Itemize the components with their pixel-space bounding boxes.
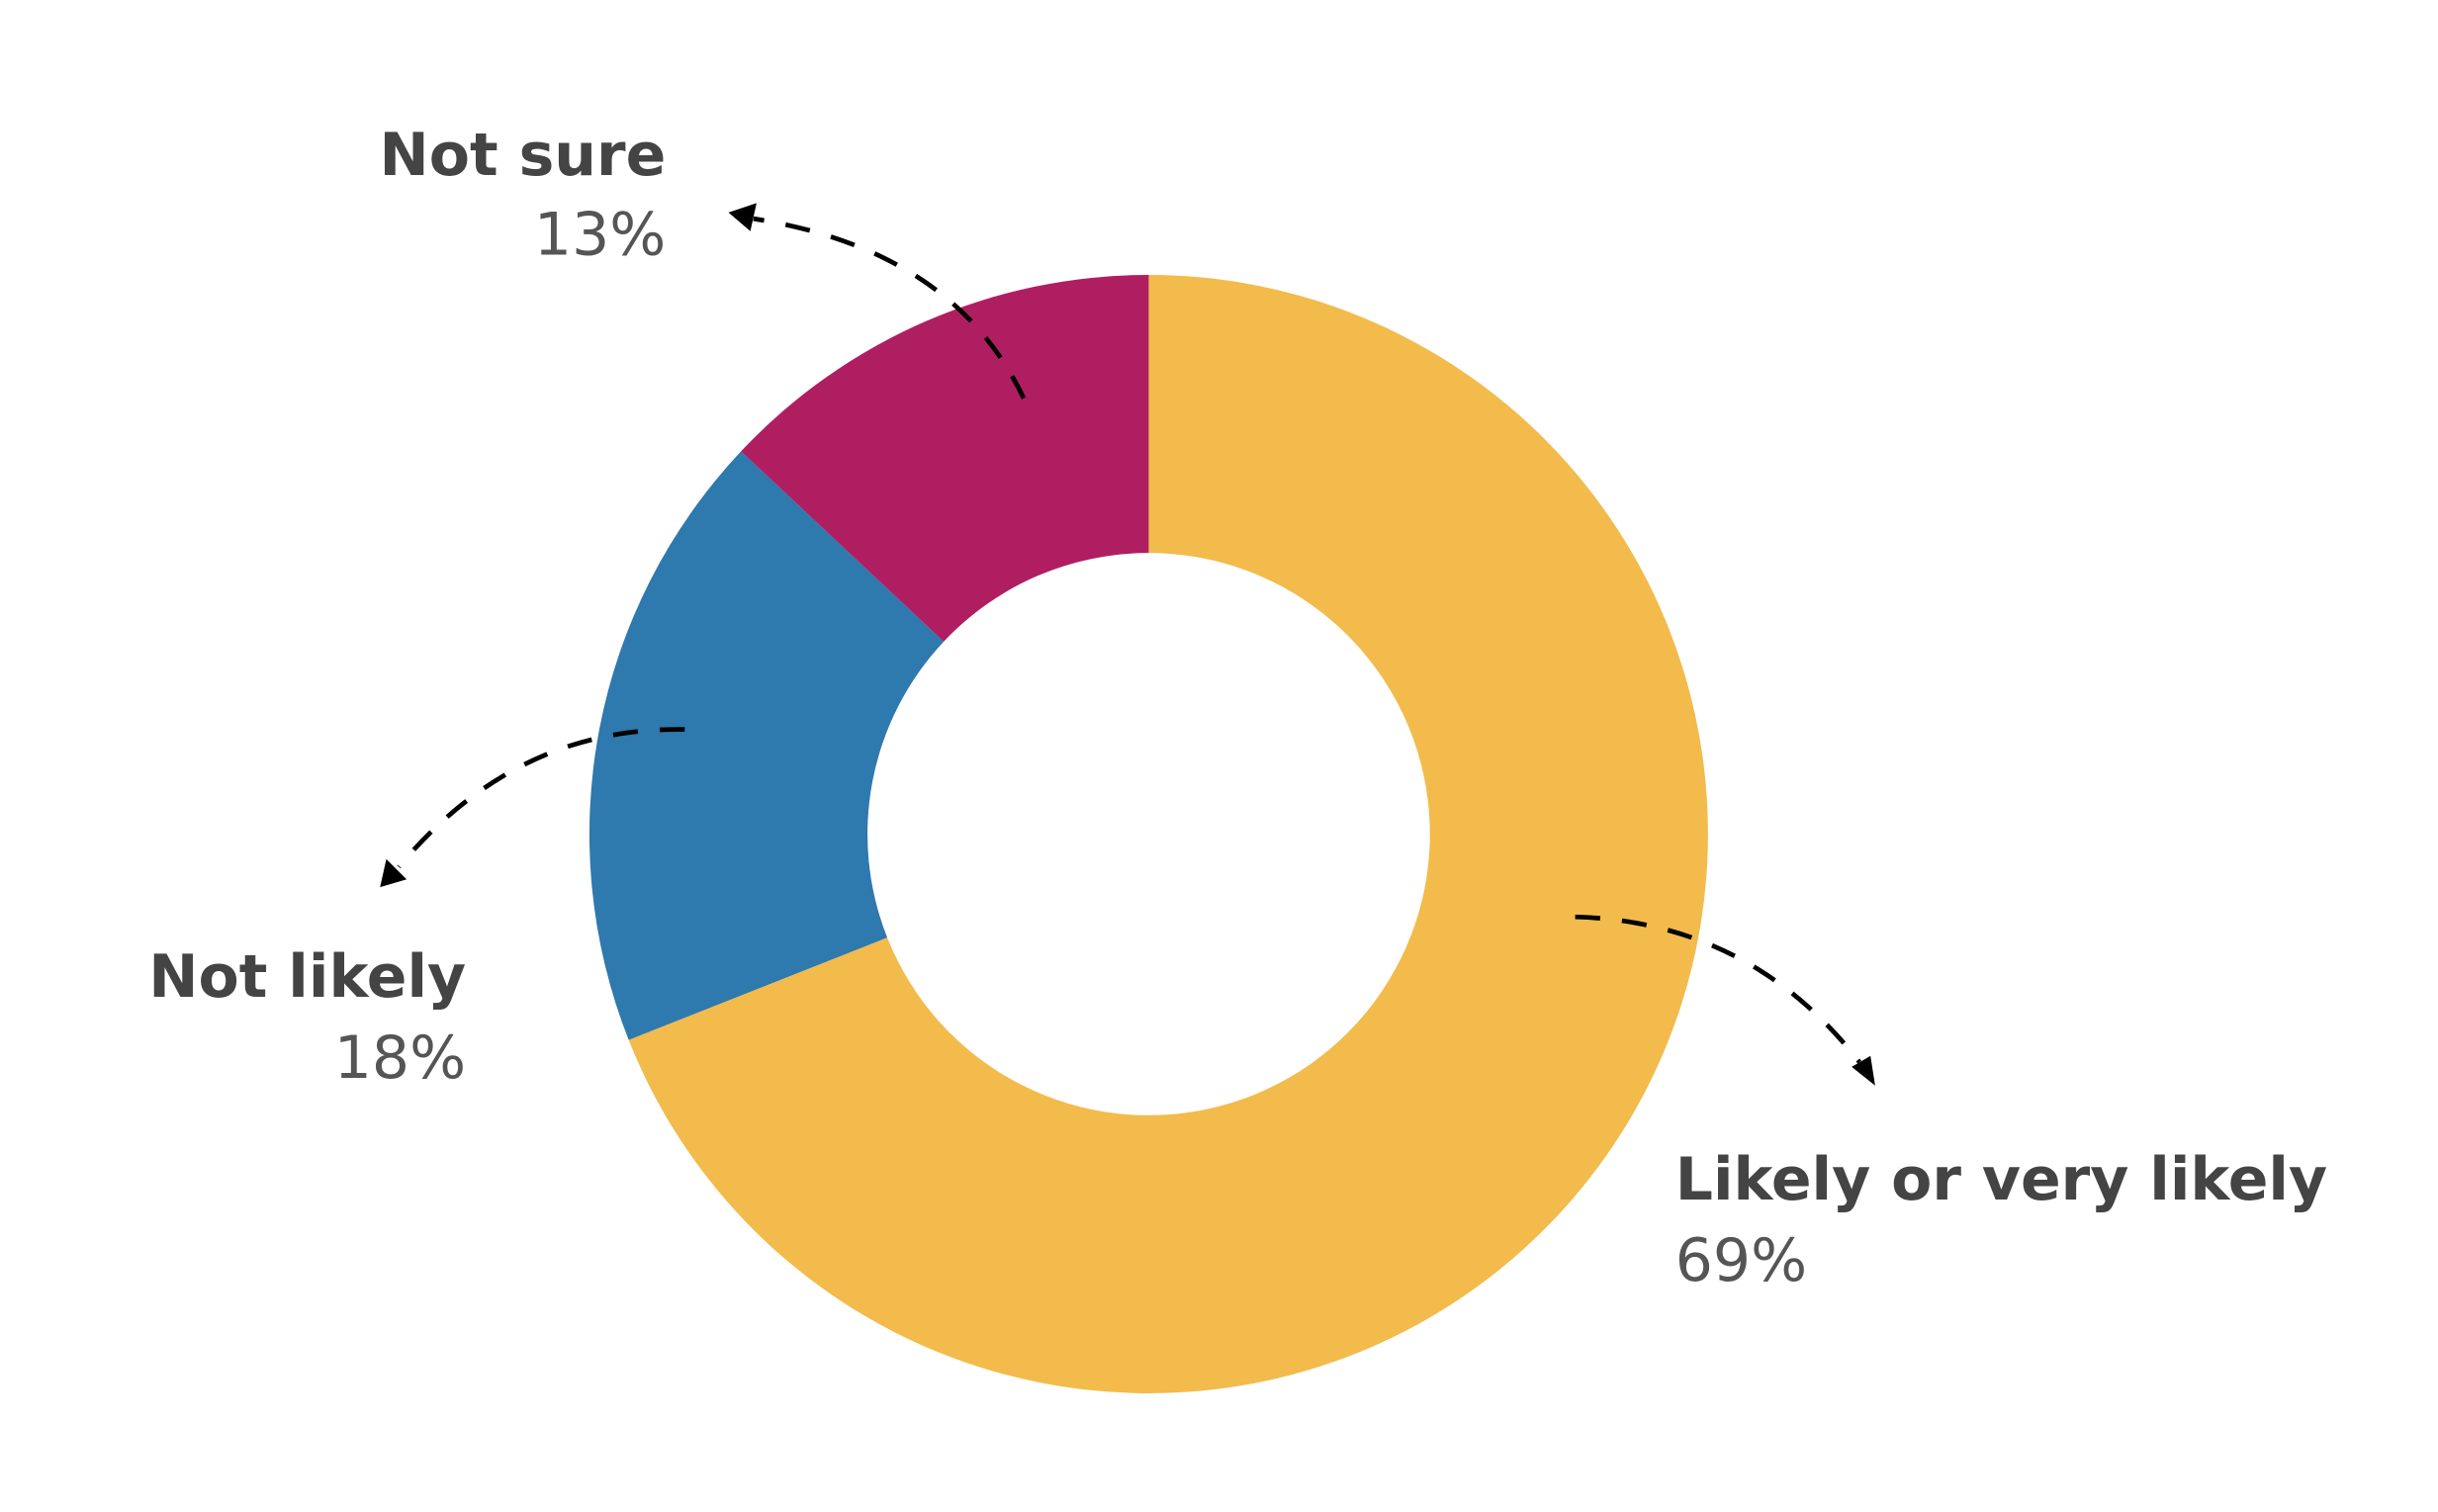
label-not-sure: Not sure bbox=[380, 121, 667, 190]
slice-not-sure bbox=[741, 275, 1149, 642]
value-not-sure: 13% bbox=[534, 200, 666, 269]
arrowhead-not-sure bbox=[728, 203, 757, 231]
slices bbox=[588, 275, 1708, 1393]
arrowhead-not-likely bbox=[380, 858, 407, 888]
slice-not-likely bbox=[588, 451, 945, 1040]
label-not-likely: Not likely bbox=[148, 942, 466, 1012]
arrow-not-sure bbox=[753, 216, 1027, 400]
slice-likely-or-very-likely bbox=[628, 275, 1708, 1393]
value-likely: 69% bbox=[1675, 1226, 1807, 1295]
arrowhead-likely bbox=[1851, 1055, 1875, 1086]
arrow-likely bbox=[1575, 914, 1861, 1064]
arrow-not-likely bbox=[397, 727, 685, 869]
label-likely: Likely or very likely bbox=[1675, 1145, 2327, 1214]
value-not-likely: 18% bbox=[334, 1023, 466, 1093]
